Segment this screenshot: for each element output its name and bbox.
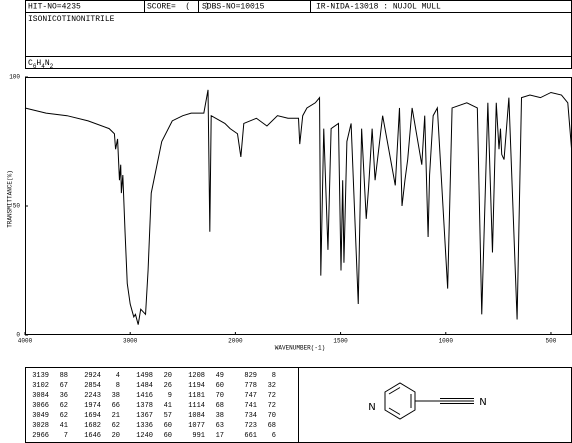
y-axis-label: TRANSMITTANCE(%) xyxy=(7,170,14,228)
peak-transmittance: 68 xyxy=(216,402,224,410)
peak-transmittance: 20 xyxy=(164,372,172,380)
peak-transmittance: 49 xyxy=(216,372,224,380)
peak-wavenumber: 1646 xyxy=(84,432,101,440)
peak-transmittance: 57 xyxy=(164,412,172,420)
peak-wavenumber: 1498 xyxy=(136,372,153,380)
peak-wavenumber: 2924 xyxy=(84,372,101,380)
peak-transmittance: 60 xyxy=(164,422,172,430)
peak-wavenumber: 1416 xyxy=(136,392,153,400)
peak-wavenumber: 1974 xyxy=(84,402,101,410)
peak-transmittance: 4 xyxy=(116,372,120,380)
peak-wavenumber: 3066 xyxy=(32,402,49,410)
peak-wavenumber: 1077 xyxy=(188,422,205,430)
peak-wavenumber: 1484 xyxy=(136,382,153,390)
x-tick-label: 2000 xyxy=(228,338,243,345)
peak-transmittance: 20 xyxy=(112,432,120,440)
peak-wavenumber: 1208 xyxy=(188,372,205,380)
y-tick-label: 0 xyxy=(16,332,20,339)
sdbs-no: SDBS-NO=10015 xyxy=(202,3,265,12)
pyridine-ring xyxy=(384,382,416,420)
peak-transmittance: 62 xyxy=(60,412,68,420)
compound-name: ISONICOTINONITRILE xyxy=(28,15,115,24)
peak-wavenumber: 1181 xyxy=(188,392,205,400)
peak-transmittance: 72 xyxy=(268,392,276,400)
peak-transmittance: 17 xyxy=(216,432,224,440)
peak-wavenumber: 991 xyxy=(192,432,205,440)
peak-transmittance: 88 xyxy=(60,372,68,380)
ring-double-bonds xyxy=(388,387,412,415)
peak-transmittance: 21 xyxy=(112,412,120,420)
x-tick-label: 500 xyxy=(546,338,557,345)
peak-wavenumber: 829 xyxy=(244,372,257,380)
peak-transmittance: 8 xyxy=(272,372,276,380)
peak-wavenumber: 1694 xyxy=(84,412,101,420)
score: SCORE= ( ) xyxy=(147,3,209,12)
peak-wavenumber: 661 xyxy=(244,432,257,440)
peak-wavenumber: 1682 xyxy=(84,422,101,430)
peak-transmittance: 32 xyxy=(268,382,276,390)
peak-wavenumber: 723 xyxy=(244,422,257,430)
nitrile-atom: N xyxy=(479,397,486,408)
peak-transmittance: 62 xyxy=(60,402,68,410)
ring-atom: N xyxy=(368,402,375,413)
peak-transmittance: 41 xyxy=(60,422,68,430)
x-tick-label: 1000 xyxy=(439,338,454,345)
peak-wavenumber: 1336 xyxy=(136,422,153,430)
y-tick-label: 100 xyxy=(9,74,20,81)
header-box xyxy=(25,0,572,69)
peak-transmittance: 72 xyxy=(268,402,276,410)
plot-frame xyxy=(25,77,572,335)
method: IR-NIDA-13018 : NUJOL MULL xyxy=(316,3,441,12)
x-tick-label: 1500 xyxy=(333,338,348,345)
x-tick-label: 3000 xyxy=(123,338,138,345)
label-bg xyxy=(366,402,376,412)
peak-wavenumber: 1367 xyxy=(136,412,153,420)
peak-wavenumber: 747 xyxy=(244,392,257,400)
peak-transmittance: 68 xyxy=(268,422,276,430)
peak-transmittance: 67 xyxy=(60,382,68,390)
peak-transmittance: 70 xyxy=(268,412,276,420)
peak-transmittance: 26 xyxy=(164,382,172,390)
peak-transmittance: 66 xyxy=(112,402,120,410)
peak-transmittance: 9 xyxy=(168,392,172,400)
peak-wavenumber: 2243 xyxy=(84,392,101,400)
peak-transmittance: 38 xyxy=(216,412,224,420)
peak-wavenumber: 3049 xyxy=(32,412,49,420)
peak-wavenumber: 1378 xyxy=(136,402,153,410)
peak-transmittance: 70 xyxy=(216,392,224,400)
peak-wavenumber: 2854 xyxy=(84,382,101,390)
peak-transmittance: 8 xyxy=(116,382,120,390)
triple-bond xyxy=(440,398,474,404)
x-tick-label: 4000 xyxy=(18,338,33,345)
peak-wavenumber: 1084 xyxy=(188,412,205,420)
peak-transmittance: 60 xyxy=(164,432,172,440)
peak-transmittance: 60 xyxy=(216,382,224,390)
peak-transmittance: 41 xyxy=(164,402,172,410)
peak-wavenumber: 1114 xyxy=(188,402,205,410)
peak-wavenumber: 1194 xyxy=(188,382,205,390)
spectrum-line xyxy=(24,89,572,325)
y-tick-label: 50 xyxy=(13,203,21,210)
peak-transmittance: 6 xyxy=(272,432,276,440)
peak-wavenumber: 734 xyxy=(244,412,257,420)
peak-transmittance: 63 xyxy=(216,422,224,430)
peak-transmittance: 36 xyxy=(60,392,68,400)
formula: C6H4N2 xyxy=(28,59,54,70)
peak-transmittance: 38 xyxy=(112,392,120,400)
peak-wavenumber: 3028 xyxy=(32,422,49,430)
peak-transmittance: 7 xyxy=(64,432,68,440)
x-axis-label: WAVENUMBER(-1) xyxy=(275,345,325,352)
peak-transmittance: 62 xyxy=(112,422,120,430)
peak-wavenumber: 2966 xyxy=(32,432,49,440)
peak-wavenumber: 1240 xyxy=(136,432,153,440)
peak-wavenumber: 3139 xyxy=(32,372,49,380)
peak-wavenumber: 741 xyxy=(244,402,257,410)
peak-wavenumber: 3102 xyxy=(32,382,49,390)
hit-no: HIT-NO=4235 xyxy=(28,3,81,12)
structure: N N xyxy=(366,382,487,420)
peak-wavenumber: 778 xyxy=(244,382,257,390)
peak-wavenumber: 3084 xyxy=(32,392,49,400)
